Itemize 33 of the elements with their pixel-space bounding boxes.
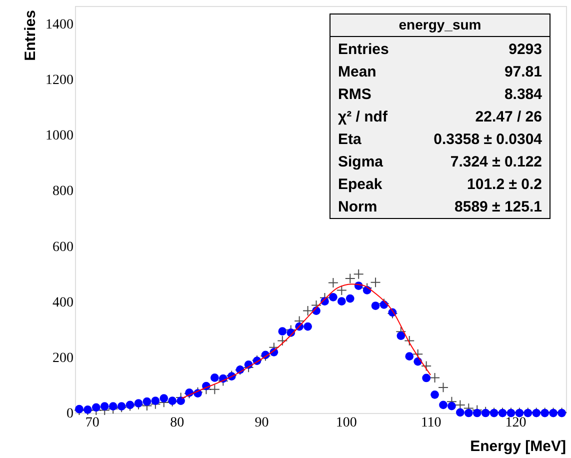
x-tick-label: 120 xyxy=(505,416,526,430)
annotation: 8589 ± 125.1 xyxy=(454,198,542,216)
y-tick-label: 1000 xyxy=(46,128,74,144)
annotation: Sigma xyxy=(338,153,384,170)
x-tick-label: 100 xyxy=(336,416,357,430)
x-tick-label: 70 xyxy=(85,416,100,430)
y-tick-label: 1400 xyxy=(46,18,74,33)
y-tick-label: 600 xyxy=(52,240,74,255)
annotation: 22.47 / 26 xyxy=(475,108,542,126)
y-axis-title: Entries xyxy=(22,10,39,61)
annotation: 101.2 ± 0.2 xyxy=(467,176,542,193)
x-tick-label: 80 xyxy=(170,416,184,430)
y-tick-label: 1200 xyxy=(46,73,74,88)
y-tick-label: 800 xyxy=(52,184,74,200)
y-tick-label: 0 xyxy=(66,406,74,422)
annotation: 9293 xyxy=(508,40,542,58)
x-tick-label: 110 xyxy=(420,416,442,430)
annotation: Entries xyxy=(338,40,389,58)
annotation: 97.81 xyxy=(504,63,542,80)
annotation: RMS xyxy=(338,86,372,103)
x-axis-title: Energy [MeV] xyxy=(470,438,566,455)
annotation: χ² / ndf xyxy=(338,108,388,126)
annotation: 0.3358 ± 0.0304 xyxy=(434,130,543,148)
y-tick-label: 400 xyxy=(52,295,74,310)
y-tick-label: 200 xyxy=(52,350,74,366)
annotation: 7.324 ± 0.122 xyxy=(450,153,542,170)
x-tick-label: 90 xyxy=(254,416,269,430)
annotation: energy_sum xyxy=(398,16,482,32)
annotation: 8.384 xyxy=(504,86,543,103)
annotation: Mean xyxy=(338,63,376,80)
annotation: Eta xyxy=(338,130,362,148)
annotation: Epeak xyxy=(338,176,383,193)
annotation: Norm xyxy=(338,198,378,216)
